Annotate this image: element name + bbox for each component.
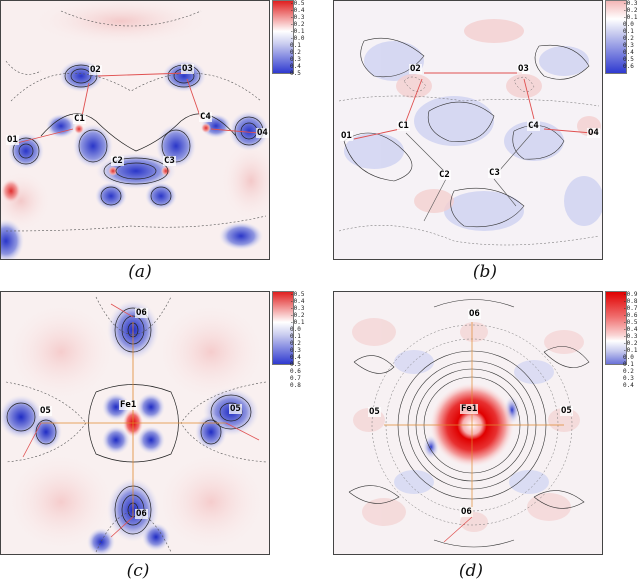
color-scale-a — [272, 0, 294, 74]
atom-label: C2 — [111, 156, 124, 166]
panel-caption: (a) — [128, 262, 152, 282]
atom-label: O1 — [6, 135, 19, 145]
contour-plot-a — [1, 1, 269, 259]
atom-label: Fe1 — [119, 400, 138, 410]
panel-caption: (b) — [472, 262, 498, 282]
atom-label: O3 — [181, 64, 194, 74]
atom-label: O2 — [409, 64, 422, 74]
color-scale-b — [605, 0, 627, 74]
atom-label: C1 — [397, 121, 410, 131]
atom-label: C4 — [527, 121, 540, 131]
atom-label: O2 — [89, 65, 102, 75]
panel-b: O2 O3 C1 C4 O1 O4 C2 C3 -0.3 -0.2 -0.1 0.0… — [333, 0, 640, 290]
deformation-map-d: O6 Fe1 O5 O5 O6 — [333, 291, 603, 555]
atom-label: C3 — [488, 168, 501, 178]
panel-c: O6 Fe1 O5 O5 O6 -0.5 -0.4 -0.3 -0.2 -0.1 0.… — [0, 291, 304, 583]
contour-plot-d — [334, 292, 602, 554]
atom-label: C1 — [73, 114, 86, 124]
atom-label: O4 — [256, 128, 269, 138]
panel-caption: (c) — [126, 561, 150, 581]
color-scale-labels-c: -0.5 -0.4 -0.3 -0.2 -0.1 0.0 0.1 0.2 0.3 0.4 … — [290, 291, 305, 389]
deformation-map-b: O2 O3 C1 C4 O1 O4 C2 C3 — [333, 0, 603, 260]
atom-label: O3 — [517, 64, 530, 74]
deformation-map-a: O2 O3 C1 C4 O1 O4 C2 C3 — [0, 0, 270, 260]
contour-plot-b — [334, 1, 602, 259]
color-scale-labels-b: -0.3 -0.2 -0.1 0.0 0.1 0.2 0.3 0.4 0.5 0.6 — [623, 0, 638, 70]
panel-caption: (d) — [458, 561, 484, 581]
atom-label: C3 — [163, 156, 176, 166]
atom-label: O1 — [340, 131, 353, 141]
atom-label: Fe1 — [460, 404, 479, 414]
atom-label: O6 — [135, 308, 148, 318]
atom-label: O4 — [587, 128, 600, 138]
atom-label: O6 — [468, 309, 481, 319]
color-scale-c — [272, 291, 294, 365]
atom-label: C4 — [199, 112, 212, 122]
atom-label: C2 — [438, 170, 451, 180]
atom-label: O5 — [229, 404, 242, 414]
atom-label: O6 — [460, 507, 473, 517]
atom-label: O5 — [39, 406, 52, 416]
panel-d: O6 Fe1 O5 O5 O6 -0.9 -0.8 -0.7 -0.6 -0.5 -0… — [333, 291, 640, 583]
panel-a: O2 O3 C1 C4 O1 O4 C2 C3 -0.5 -0.4 -0.3 -0.… — [0, 0, 304, 290]
deformation-map-c: O6 Fe1 O5 O5 O6 — [0, 291, 270, 555]
color-scale-labels-a: -0.5 -0.4 -0.3 -0.2 -0.1 -0.0 0.1 0.2 0.3 0.4… — [290, 0, 305, 77]
color-scale-d — [605, 291, 627, 365]
color-scale-labels-d: -0.9 -0.8 -0.7 -0.6 -0.5 -0.4 -0.3 -0.2 -0.1… — [623, 291, 638, 389]
atom-label: O5 — [368, 407, 381, 417]
atom-label: O6 — [135, 509, 148, 519]
atom-label: O5 — [560, 406, 573, 416]
